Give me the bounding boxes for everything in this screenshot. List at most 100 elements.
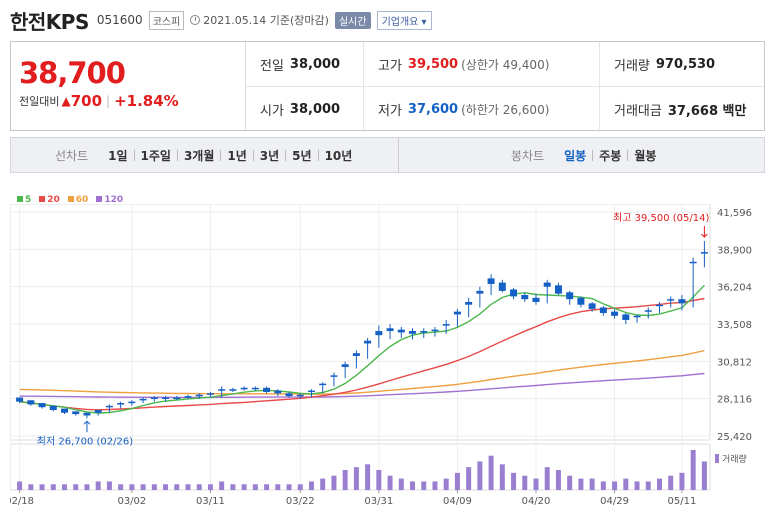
divider bbox=[317, 149, 319, 161]
volume-bar bbox=[533, 478, 539, 490]
candle-chart-periods: 봉차트 일봉 주봉 월봉 bbox=[399, 147, 662, 164]
volume-bar bbox=[432, 481, 438, 490]
legend-ma20: 20 bbox=[39, 195, 60, 205]
volume-bar bbox=[376, 470, 382, 490]
volume-bar bbox=[555, 470, 561, 490]
candle-monthly[interactable]: 월봉 bbox=[634, 148, 657, 163]
volume: 거래량 970,530 bbox=[600, 42, 764, 87]
candle-body bbox=[633, 315, 641, 318]
volume-bar bbox=[241, 484, 247, 490]
candle-body bbox=[599, 307, 607, 314]
period-1w[interactable]: 1주일 bbox=[140, 148, 171, 163]
volume-bar bbox=[129, 484, 135, 490]
candle-body bbox=[83, 412, 91, 416]
candle-body bbox=[195, 394, 203, 397]
volume-bar bbox=[196, 484, 202, 490]
low-arrow-icon bbox=[83, 420, 91, 433]
low-annotation: 최저 26,700 (02/26) bbox=[37, 435, 133, 447]
volume-bar bbox=[353, 467, 359, 490]
volume-bar bbox=[275, 484, 281, 490]
volume-bar bbox=[600, 481, 606, 490]
candle-body bbox=[364, 340, 372, 344]
price-chart[interactable]: 41,596 38,900 36,204 33,508 30,812 28,116 25,4… bbox=[10, 204, 765, 520]
candle-body bbox=[577, 297, 585, 305]
prev-close: 전일 38,000 bbox=[246, 42, 364, 87]
period-3y[interactable]: 3년 bbox=[259, 148, 280, 163]
candle-body bbox=[352, 353, 360, 356]
y-tick-label: 33,508 bbox=[717, 320, 752, 331]
divider: | bbox=[106, 94, 111, 108]
line-chart-title: 선차트 bbox=[55, 148, 89, 163]
candle-weekly[interactable]: 주봉 bbox=[599, 148, 622, 163]
candle-body bbox=[229, 389, 237, 391]
candle-chart-title: 봉차트 bbox=[511, 148, 545, 163]
period-5y[interactable]: 5년 bbox=[292, 148, 312, 163]
candle-body bbox=[38, 403, 46, 408]
x-tick-label: 04/09 bbox=[443, 496, 472, 507]
price-box: 38,700 전일대비 ▲ 700 | +1.84% bbox=[11, 42, 246, 130]
candle-body bbox=[296, 394, 304, 397]
volume-bar bbox=[174, 484, 180, 490]
stock-header: 한전KPS 051600 코스피 2021.05.14 기준(장마감) 실시간 … bbox=[10, 6, 432, 34]
volume-bar bbox=[252, 484, 258, 490]
candle-body bbox=[72, 411, 80, 415]
divider bbox=[133, 149, 135, 161]
period-1d[interactable]: 1일 bbox=[108, 148, 128, 163]
volume-bar bbox=[320, 478, 326, 490]
divider bbox=[627, 149, 629, 161]
candle-body bbox=[442, 324, 450, 326]
realtime-button[interactable]: 실시간 bbox=[334, 11, 371, 29]
ma5-line bbox=[19, 284, 705, 414]
company-info-dropdown[interactable]: 기업개요 ▾ bbox=[376, 10, 432, 30]
volume-bar bbox=[499, 464, 505, 490]
volume-bar bbox=[219, 481, 225, 490]
candle-body bbox=[61, 408, 69, 413]
candle-body bbox=[678, 299, 686, 304]
y-tick-label: 38,900 bbox=[717, 245, 752, 256]
candle-body bbox=[554, 285, 562, 294]
candle-body bbox=[397, 329, 405, 333]
period-1y[interactable]: 1년 bbox=[227, 148, 247, 163]
candle-daily[interactable]: 일봉 bbox=[564, 148, 587, 163]
volume-bar bbox=[544, 467, 550, 490]
candle-body bbox=[700, 252, 708, 254]
candle-body bbox=[386, 328, 394, 332]
volume-bar bbox=[387, 475, 393, 490]
volume-bar bbox=[443, 478, 449, 490]
candle-body bbox=[667, 299, 675, 301]
volume-bar bbox=[410, 481, 416, 490]
candle-body bbox=[644, 310, 652, 312]
trade-amount: 거래대금 37,668 백만 bbox=[614, 104, 747, 119]
candle-body bbox=[341, 364, 349, 368]
candle-body bbox=[27, 400, 35, 405]
high-price: 고가 39,500 (상한가 49,400) bbox=[364, 42, 600, 87]
y-tick-label: 28,116 bbox=[717, 395, 752, 406]
open-price: 시가 38,000 bbox=[246, 87, 364, 132]
candle-body bbox=[498, 282, 506, 291]
volume-bar bbox=[701, 461, 707, 490]
low-price: 저가 37,600 (하한가 26,600) bbox=[364, 87, 600, 132]
volume-bar bbox=[286, 484, 292, 490]
period-10y[interactable]: 10년 bbox=[324, 148, 353, 163]
candle-body bbox=[150, 397, 158, 400]
high-arrow-icon bbox=[701, 226, 708, 238]
volume-bar bbox=[454, 472, 460, 490]
volume-legend-swatch bbox=[715, 454, 719, 463]
x-tick-label: 03/22 bbox=[286, 496, 315, 507]
divider bbox=[176, 149, 178, 161]
candle-body bbox=[184, 396, 192, 398]
candle-body bbox=[689, 261, 697, 264]
high-annotation: 최고 39,500 (05/14) bbox=[613, 212, 709, 224]
volume-bar bbox=[163, 484, 169, 490]
candle-body bbox=[420, 331, 428, 333]
divider bbox=[592, 149, 594, 161]
volume-bar bbox=[106, 481, 112, 490]
volume-bar bbox=[679, 472, 685, 490]
ma60-line bbox=[19, 349, 705, 395]
candle-body bbox=[285, 393, 293, 397]
period-3m[interactable]: 3개월 bbox=[183, 148, 215, 163]
x-tick-label: 04/29 bbox=[600, 496, 629, 507]
volume-bar bbox=[39, 484, 45, 490]
quote-date: 2021.05.14 기준(장마감) bbox=[190, 12, 329, 28]
divider bbox=[285, 149, 287, 161]
